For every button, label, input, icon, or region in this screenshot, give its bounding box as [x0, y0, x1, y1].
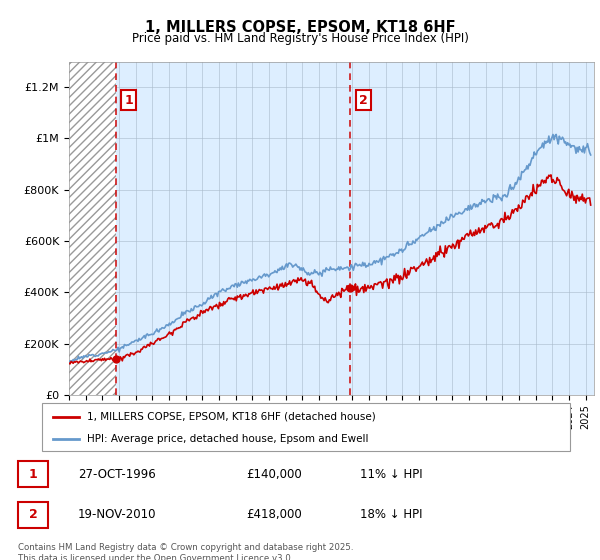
Text: £140,000: £140,000 [246, 468, 302, 481]
Text: HPI: Average price, detached house, Epsom and Ewell: HPI: Average price, detached house, Epso… [87, 434, 368, 444]
Text: 2: 2 [29, 508, 37, 521]
FancyBboxPatch shape [18, 461, 48, 487]
Text: 1, MILLERS COPSE, EPSOM, KT18 6HF: 1, MILLERS COPSE, EPSOM, KT18 6HF [145, 20, 455, 35]
Bar [69, 62, 116, 395]
Text: 27-OCT-1996: 27-OCT-1996 [78, 468, 156, 481]
Text: 1: 1 [29, 468, 37, 481]
Text: 1, MILLERS COPSE, EPSOM, KT18 6HF (detached house): 1, MILLERS COPSE, EPSOM, KT18 6HF (detac… [87, 412, 376, 422]
Text: 11% ↓ HPI: 11% ↓ HPI [360, 468, 422, 481]
FancyBboxPatch shape [42, 403, 570, 451]
Text: £418,000: £418,000 [246, 508, 302, 521]
Text: 2: 2 [359, 94, 367, 106]
FancyBboxPatch shape [18, 502, 48, 528]
Text: 18% ↓ HPI: 18% ↓ HPI [360, 508, 422, 521]
Text: 19-NOV-2010: 19-NOV-2010 [78, 508, 157, 521]
Text: Price paid vs. HM Land Registry's House Price Index (HPI): Price paid vs. HM Land Registry's House … [131, 32, 469, 45]
Text: Contains HM Land Registry data © Crown copyright and database right 2025.
This d: Contains HM Land Registry data © Crown c… [18, 543, 353, 560]
Text: 1: 1 [124, 94, 133, 106]
